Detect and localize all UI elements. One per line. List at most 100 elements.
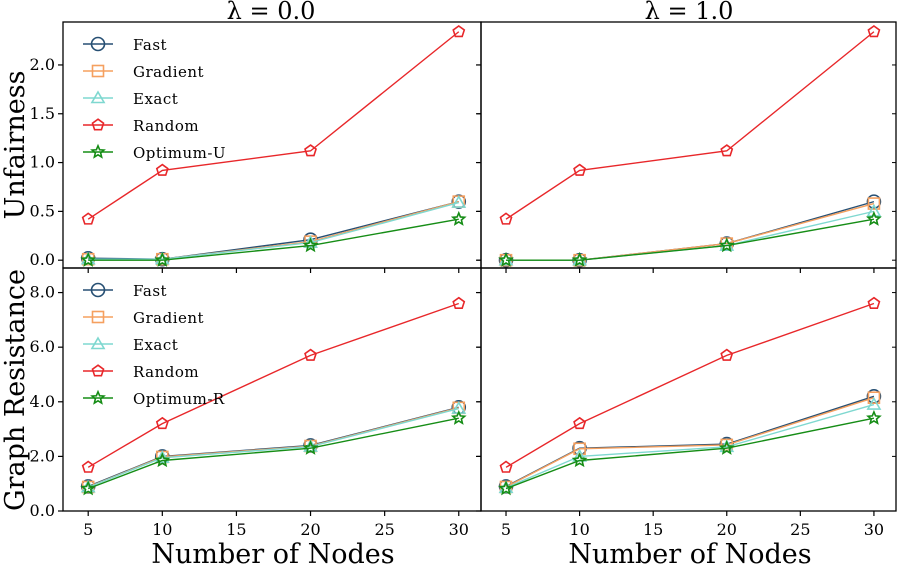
data-point-exact	[451, 195, 467, 208]
y-tick-label: 6.0	[30, 337, 55, 356]
panel-unfairness-lambda-0: λ = 0.0 Unfairness 0.0 0.5 1.0 1.5 2.0 Fast Gr…	[0, 0, 482, 273]
data-point-random	[452, 24, 466, 38]
legend: Fast Gradient Exact Random Optimum-U	[83, 36, 226, 162]
y-axis-label-unfairness: Unfairness	[0, 71, 31, 220]
data-point-exact	[866, 396, 882, 410]
legend-item-gradient: Gradient	[83, 63, 204, 81]
data-point-exact	[154, 450, 170, 464]
axes-frame	[480, 21, 897, 269]
legend-label: Random	[133, 363, 199, 381]
legend-label: Gradient	[133, 63, 204, 81]
y-tick-label: 1.0	[30, 153, 55, 172]
y-tick-label: 4.0	[30, 392, 55, 411]
series-line-optimum-u	[88, 218, 459, 261]
panel-title-lambda-0: λ = 0.0	[227, 0, 316, 25]
data-point-optimum-u	[498, 251, 514, 267]
series-line-fast	[506, 200, 875, 261]
legend: Fast Gradient Exact Random Optimum-R	[83, 282, 225, 408]
legend-item-optimum-r: Optimum-R	[83, 389, 225, 408]
data-point-random	[720, 144, 734, 157]
y-tick-label: 0.5	[30, 201, 55, 220]
legend-marker-icon	[90, 282, 106, 298]
legend-item-random: Random	[83, 117, 199, 135]
series-line-random	[505, 302, 875, 468]
x-tick-label: 15	[226, 520, 246, 539]
x-tick-label: 5	[83, 520, 93, 539]
x-axis-label-left: Number of Nodes	[151, 539, 394, 570]
legend-item-random: Random	[83, 363, 199, 381]
series-line-random	[87, 302, 460, 468]
panel-title-lambda-1: λ = 1.0	[645, 0, 734, 25]
series-line-gradient	[87, 407, 459, 488]
legend-marker-icon	[91, 118, 105, 131]
data-point-optimum-u	[450, 210, 467, 226]
x-tick-label: 30	[864, 520, 884, 539]
legend-item-exact: Exact	[83, 90, 178, 108]
legend-marker-icon	[91, 310, 105, 324]
plot-area-resistance-lambda-0: 0.0 2.0 4.0 6.0 8.0 5 10 15 20 25 30 Fast Gradient Ex…	[30, 267, 482, 539]
y-tick-label: 0.0	[30, 250, 55, 269]
plot-area-unfairness-lambda-0: 0.0 0.5 1.0 1.5 2.0 Fast Gradient Exact Random Op…	[30, 21, 482, 273]
data-point-gradient	[867, 391, 881, 404]
series-line-fast	[87, 406, 459, 488]
data-point-random	[452, 296, 466, 309]
legend-marker-icon	[91, 64, 105, 78]
data-point-random	[81, 212, 95, 225]
data-point-random	[499, 460, 513, 473]
data-point-optimum-u	[571, 251, 588, 267]
x-tick-label: 10	[569, 520, 589, 539]
series-line-exact	[505, 403, 875, 489]
data-point-optimum-r	[498, 480, 514, 496]
data-point-optimum-r	[80, 480, 97, 496]
legend-item-optimum-u: Optimum-U	[83, 143, 226, 162]
series-line-optimum-r	[505, 417, 875, 490]
x-tick-label: 25	[790, 520, 810, 539]
y-tick-label: 0.0	[30, 501, 55, 520]
data-point-random	[867, 24, 881, 38]
x-tick-label: 15	[643, 520, 663, 539]
legend-label: Exact	[133, 336, 178, 354]
legend-marker-icon	[90, 36, 106, 52]
panel-unfairness-lambda-1: λ = 1.0	[476, 0, 897, 273]
series-line-random	[505, 31, 875, 220]
series-line-optimum-u	[506, 218, 875, 261]
data-point-gradient	[867, 197, 881, 210]
data-point-fast	[866, 194, 882, 209]
x-tick-label: 20	[717, 520, 737, 539]
x-tick-label: 20	[300, 520, 320, 539]
legend-item-fast: Fast	[83, 282, 167, 300]
legend-label: Random	[133, 117, 199, 135]
legend-marker-icon	[90, 143, 106, 159]
data-point-optimum-r	[718, 439, 735, 455]
series-line-exact	[88, 201, 459, 260]
series-line-fast	[88, 200, 459, 260]
data-point-random	[155, 163, 169, 176]
legend-label: Exact	[133, 90, 178, 108]
data-point-exact	[866, 203, 882, 217]
legend-label: Optimum-R	[133, 390, 225, 408]
data-point-optimum-u	[154, 251, 171, 267]
panel-resistance-lambda-0: Graph Resistance Number of Nodes 0.0 2.0 4…	[0, 267, 482, 570]
x-axis-label-right: Number of Nodes	[568, 539, 811, 570]
legend-marker-icon	[90, 389, 106, 405]
series-line-random	[87, 31, 460, 220]
legend-marker-icon	[91, 364, 105, 377]
series-line-gradient	[506, 202, 875, 261]
y-axis-label-graph-resistance: Graph Resistance	[0, 269, 31, 511]
y-tick-label: 2.0	[30, 446, 55, 465]
legend-label: Gradient	[133, 309, 204, 327]
data-point-random	[304, 144, 318, 157]
data-point-random	[304, 348, 318, 361]
x-tick-label: 10	[152, 520, 172, 539]
series-line-gradient	[505, 397, 875, 488]
data-point-optimum-r	[571, 452, 588, 468]
legend-marker-icon	[90, 90, 106, 104]
series-line-exact	[87, 407, 459, 488]
series-line-gradient	[88, 200, 459, 260]
data-point-random	[573, 416, 587, 430]
legend-label: Fast	[133, 282, 167, 300]
data-point-exact	[498, 252, 514, 266]
data-point-random	[867, 296, 881, 309]
data-point-exact	[303, 235, 318, 248]
